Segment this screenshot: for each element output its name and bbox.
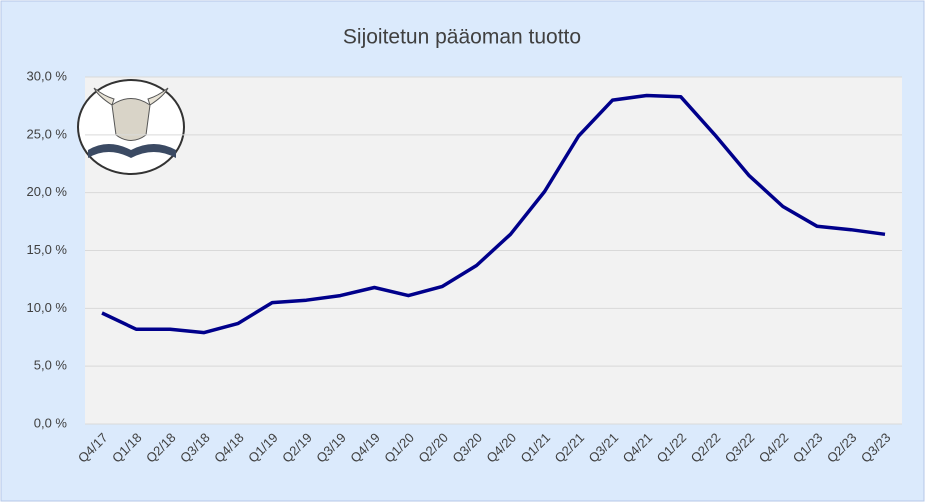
y-tick-label: 20,0 % xyxy=(27,184,68,199)
y-tick-label: 0,0 % xyxy=(34,415,68,430)
y-tick-label: 30,0 % xyxy=(27,68,68,83)
chart-title: Sijoitetun pääoman tuotto xyxy=(343,26,581,49)
y-tick-label: 5,0 % xyxy=(34,358,68,373)
y-tick-label: 10,0 % xyxy=(27,300,68,315)
y-tick-label: 15,0 % xyxy=(27,242,68,257)
data-line xyxy=(101,93,886,335)
logo xyxy=(77,79,185,175)
y-tick-label: 25,0 % xyxy=(27,126,68,141)
